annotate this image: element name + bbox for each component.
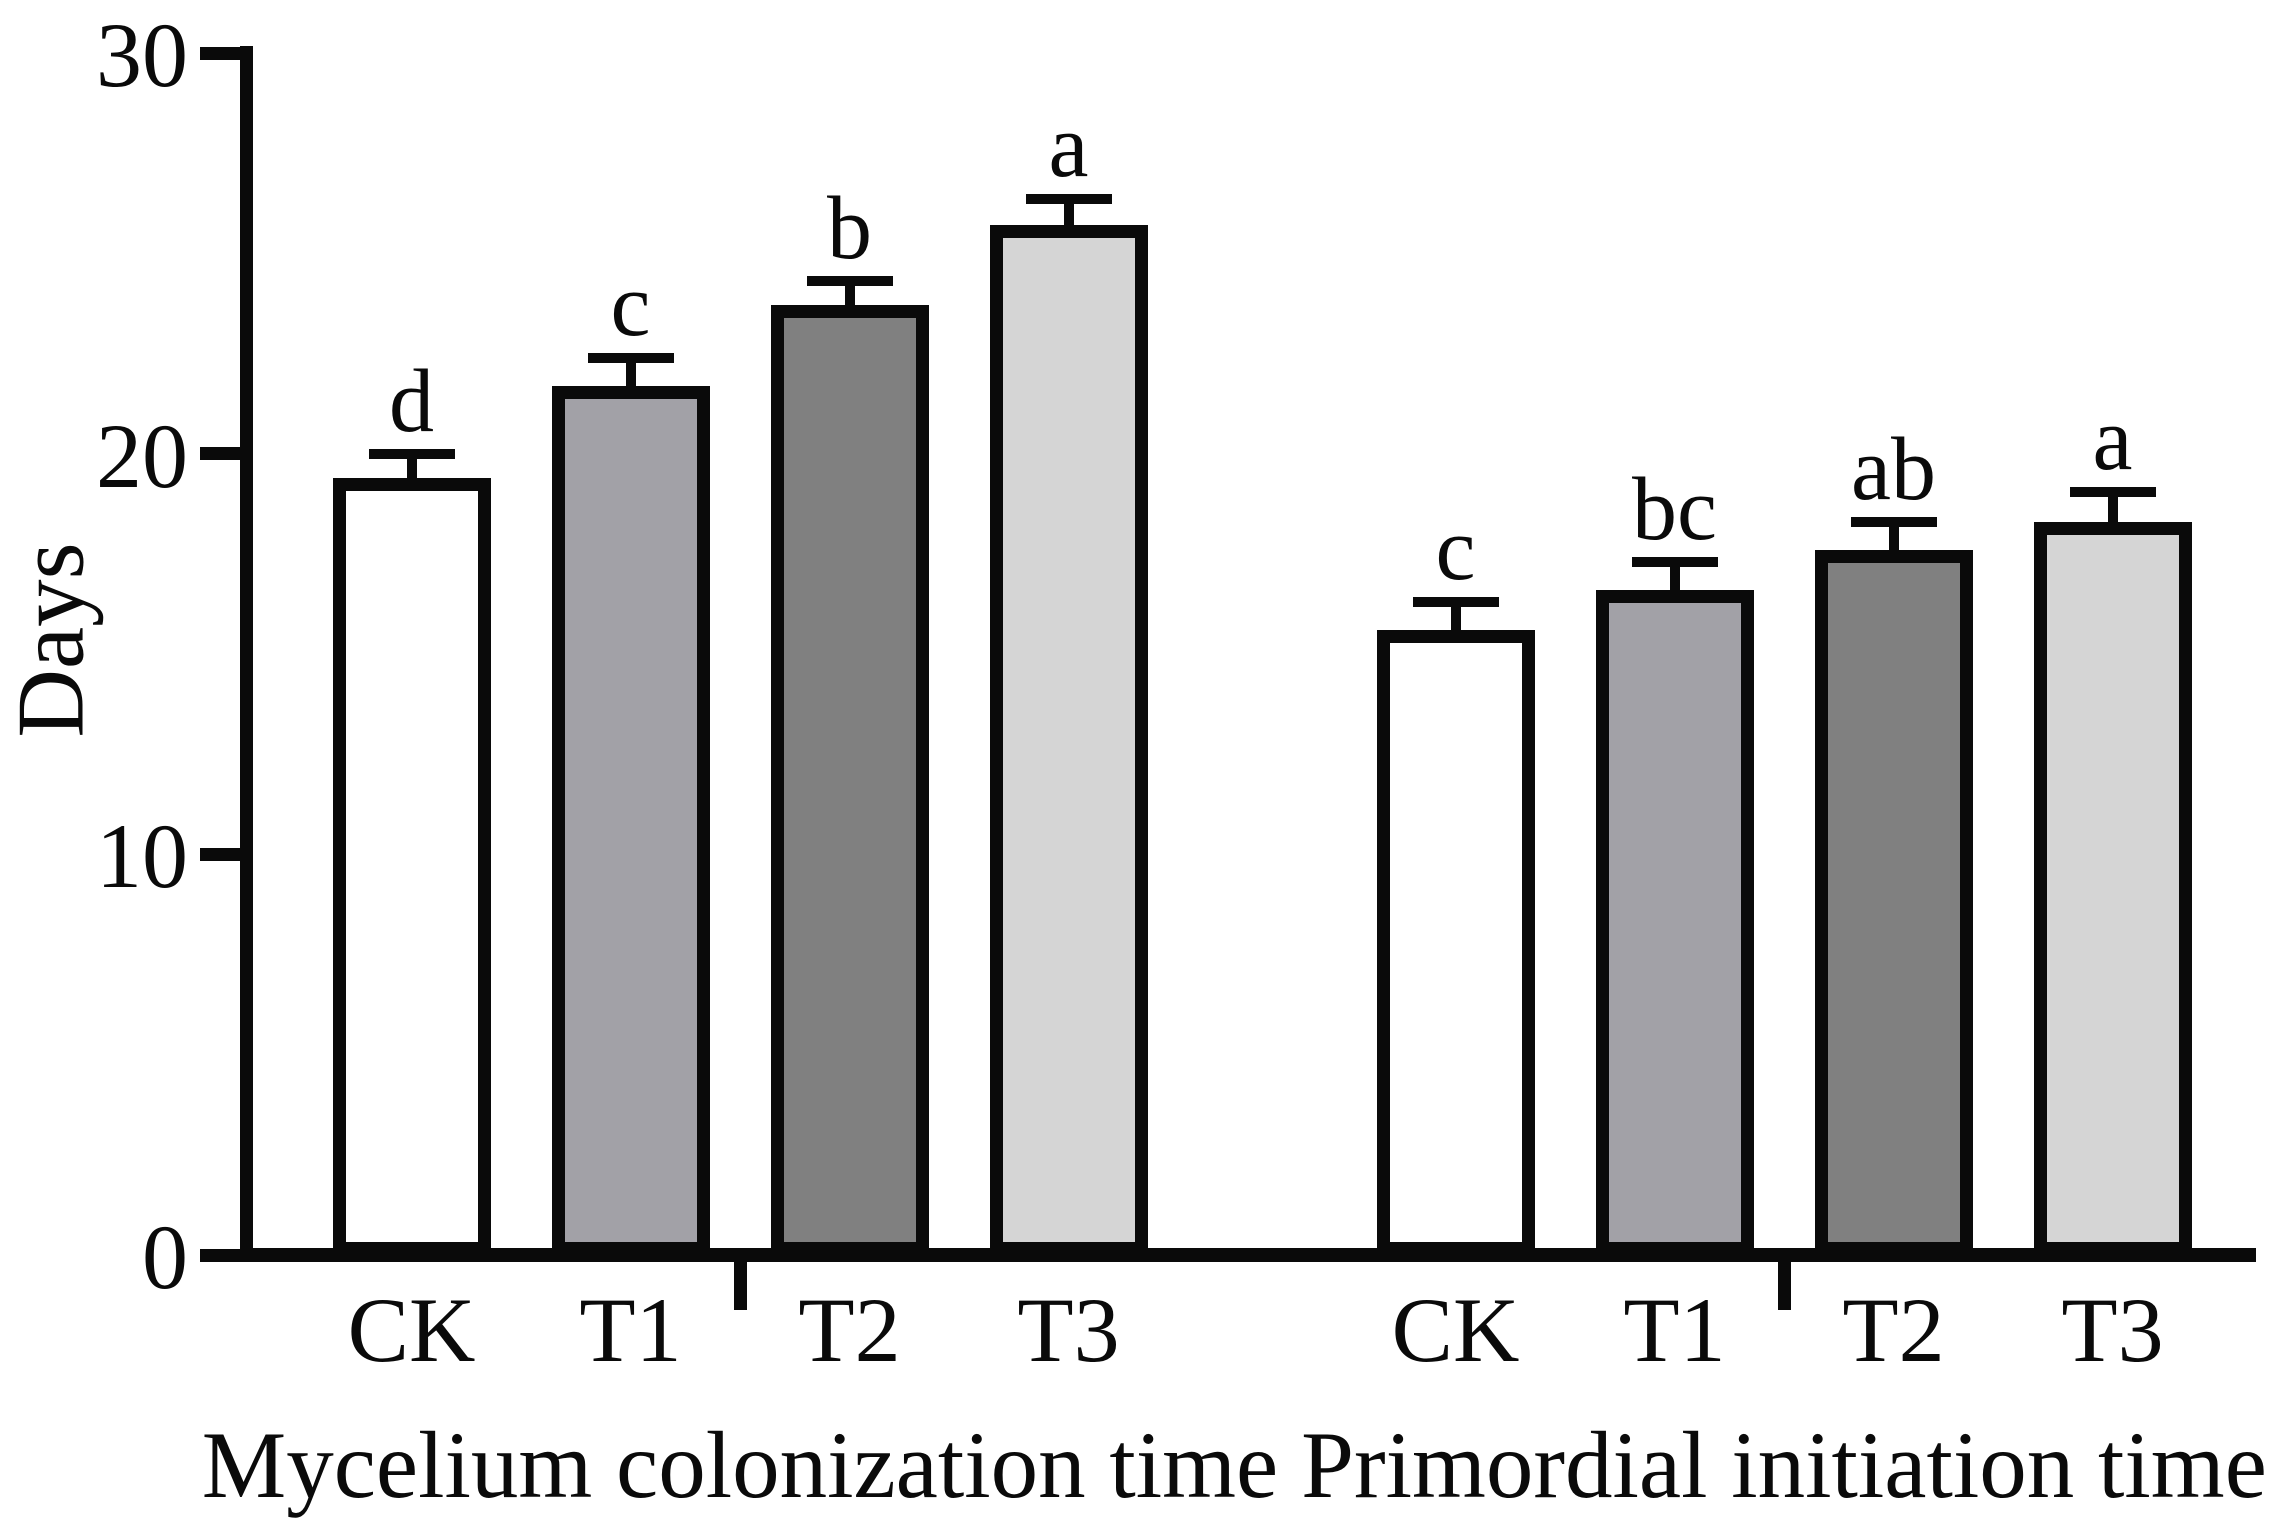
x-tick-label-t1-group1: T1 — [579, 1279, 682, 1381]
sig-letter: c — [610, 255, 651, 355]
bar-t1-group1 — [551, 385, 710, 1255]
error-bar-cap — [1631, 556, 1718, 567]
y-tick-20 — [200, 447, 253, 461]
sig-letter: bc — [1632, 459, 1717, 559]
group-label-1: Mycelium colonization time — [201, 1412, 1279, 1518]
error-bar-cap — [1412, 596, 1499, 607]
bar-ck-group2 — [1376, 629, 1535, 1255]
sig-letter: b — [827, 179, 872, 279]
error-bar-cap — [368, 448, 455, 459]
error-bar-stem — [1063, 199, 1074, 228]
error-bar-cap — [587, 352, 674, 363]
x-tick-label-t2-group2: T2 — [1842, 1279, 1945, 1381]
error-bar-stem — [406, 453, 417, 480]
bar-t3-group1 — [989, 225, 1148, 1255]
x-tick-label-t3-group1: T3 — [1017, 1279, 1120, 1381]
sig-letter: d — [389, 351, 434, 451]
error-bar-stem — [625, 357, 636, 388]
bar-ck-group1 — [332, 477, 491, 1255]
y-tick-10 — [200, 847, 253, 861]
y-tick-label-0: 0 — [142, 1206, 188, 1308]
error-bar-stem — [1669, 561, 1680, 592]
y-tick-label-30: 30 — [96, 4, 188, 106]
bar-t2-group1 — [770, 305, 929, 1255]
error-bar-cap — [806, 276, 893, 287]
x-tick-label-t3-group2: T3 — [2061, 1279, 2164, 1381]
bar-t2-group2 — [1814, 549, 1973, 1255]
error-bar-cap — [1850, 516, 1937, 527]
error-bar-stem — [2107, 491, 2118, 524]
error-bar-stem — [844, 281, 855, 308]
bar-t1-group2 — [1595, 589, 1754, 1255]
x-axis-group-tick — [1777, 1262, 1791, 1310]
sig-letter: a — [1048, 97, 1089, 197]
x-axis-line — [240, 1248, 2256, 1262]
error-bar-stem — [1888, 521, 1899, 552]
y-axis-title: Days — [0, 542, 104, 738]
y-tick-label-20: 20 — [96, 404, 188, 507]
sig-letter: ab — [1851, 419, 1936, 519]
y-tick-label-10: 10 — [96, 805, 188, 908]
sig-letter: c — [1435, 499, 1476, 599]
x-tick-label-ck-group2: CK — [1391, 1279, 1520, 1381]
x-axis-group-tick — [733, 1262, 747, 1310]
x-tick-label-t2-group1: T2 — [798, 1279, 901, 1381]
error-bar-cap — [1025, 194, 1112, 205]
y-tick-30 — [200, 46, 253, 60]
sig-letter: a — [2092, 389, 2133, 489]
y-axis-line — [240, 46, 253, 1262]
bar-t3-group2 — [2033, 521, 2192, 1255]
error-bar-stem — [1450, 601, 1461, 632]
x-tick-label-ck-group1: CK — [347, 1279, 476, 1381]
x-tick-label-t1-group2: T1 — [1623, 1279, 1726, 1381]
y-tick-0 — [200, 1248, 253, 1262]
group-label-2: Primordial initiation time — [1301, 1412, 2267, 1518]
error-bar-cap — [2069, 486, 2156, 497]
